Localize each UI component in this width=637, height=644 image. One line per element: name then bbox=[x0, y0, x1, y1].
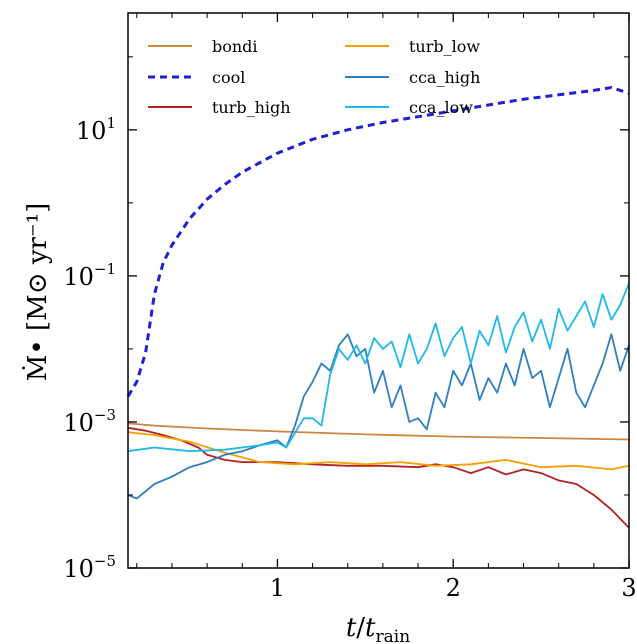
legend-label-cca-high: cca_high bbox=[409, 68, 480, 87]
legend: bondi cool turb_high turb_low cca_high cca_lo… bbox=[148, 37, 480, 117]
y-tick-label: 10−3 bbox=[63, 406, 116, 437]
series-cool-line bbox=[126, 86, 630, 398]
series-cca-low-line bbox=[127, 282, 630, 453]
x-tick-label: 1 bbox=[270, 574, 285, 602]
legend-label-cca-low: cca_low bbox=[409, 98, 473, 117]
ticks-layer: 1 2 3 101 10−1 10−3 10−5 bbox=[63, 13, 637, 602]
legend-label-bondi: bondi bbox=[212, 37, 258, 56]
series-cca-high-line bbox=[127, 333, 630, 500]
legend-label-turb-high: turb_high bbox=[212, 98, 291, 117]
y-axis-label: Ṁ• [M⊙ yr⁻¹] bbox=[22, 203, 53, 381]
x-tick-label: 2 bbox=[446, 574, 461, 602]
legend-label-turb-low: turb_low bbox=[409, 37, 480, 56]
plot-frame bbox=[127, 12, 630, 569]
x-tick-label: 3 bbox=[621, 574, 636, 602]
series-turb-high-line bbox=[127, 426, 630, 529]
y-tick-label: 10−1 bbox=[63, 260, 116, 291]
series-turb-low-line bbox=[127, 431, 630, 471]
y-tick-label: 10−5 bbox=[63, 552, 116, 583]
legend-label-cool: cool bbox=[212, 68, 245, 87]
series-layer bbox=[126, 86, 630, 529]
y-tick-label: 101 bbox=[76, 114, 116, 145]
x-axis-label: t/train bbox=[346, 613, 410, 644]
series-bondi-line bbox=[127, 422, 630, 441]
